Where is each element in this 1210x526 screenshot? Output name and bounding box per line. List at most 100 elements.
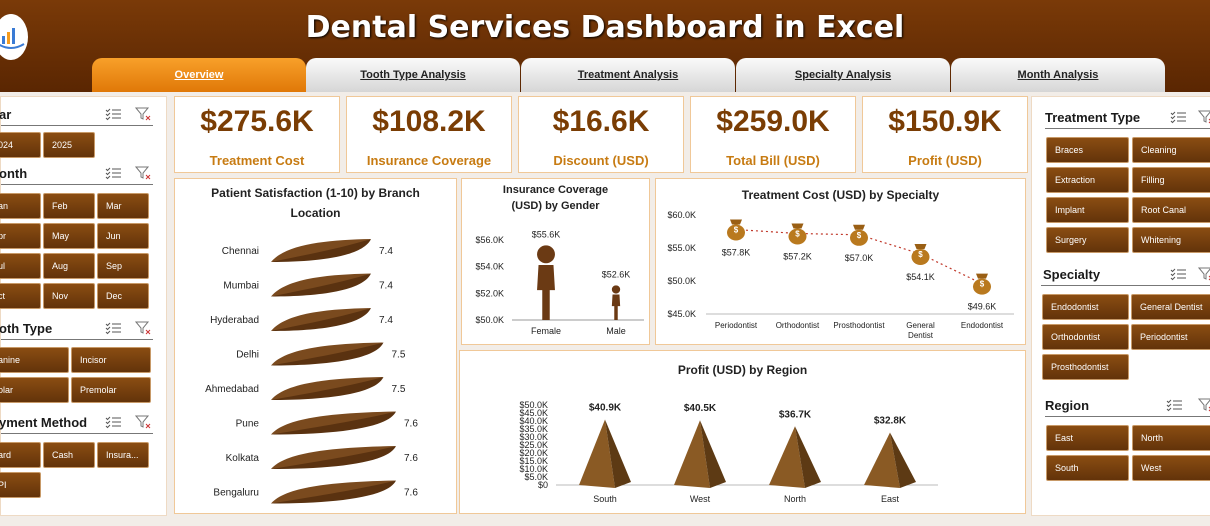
data-label: 7.6 bbox=[404, 488, 418, 499]
y-tick-label: $50.0K bbox=[667, 276, 696, 286]
satisfaction-bar bbox=[271, 480, 396, 504]
tab-month-analysis[interactable]: Month Analysis bbox=[951, 58, 1165, 92]
month-slicer-title: onth bbox=[0, 166, 28, 181]
profit-pyramid bbox=[864, 432, 916, 488]
data-label: $36.7K bbox=[779, 409, 812, 420]
payment-method-slicer-item[interactable]: Cash bbox=[43, 442, 95, 468]
tab-overview[interactable]: Overview bbox=[92, 58, 306, 92]
region-slicer-item[interactable]: South bbox=[1046, 455, 1129, 481]
year-slicer-item[interactable]: 024 bbox=[0, 132, 41, 158]
y-tick-label: $45.0K bbox=[519, 408, 548, 418]
treatment-type-clear-filter-icon[interactable] bbox=[1197, 110, 1210, 124]
data-label: $49.6K bbox=[968, 302, 997, 312]
data-label: 7.5 bbox=[392, 384, 406, 395]
data-label: $52.6K bbox=[602, 269, 631, 279]
kpi-value: $16.6K bbox=[552, 105, 650, 138]
specialty-slicer-item[interactable]: Endodontist bbox=[1042, 294, 1129, 320]
region-multiselect-icon[interactable] bbox=[1166, 398, 1182, 412]
month-slicer-item[interactable]: Feb bbox=[43, 193, 95, 219]
month-slicer-item[interactable]: Sep bbox=[97, 253, 149, 279]
treatment-type-slicer-item[interactable]: Surgery bbox=[1046, 227, 1129, 253]
tab-tooth-type-analysis[interactable]: Tooth Type Analysis bbox=[306, 58, 520, 92]
treatment-type-slicer-item[interactable]: Cleaning bbox=[1132, 137, 1210, 163]
specialty-slicer-item[interactable]: General Dentist bbox=[1131, 294, 1210, 320]
satisfaction-bar-shade bbox=[271, 308, 371, 331]
category-label: Bengaluru bbox=[213, 488, 259, 499]
satisfaction-bar bbox=[271, 342, 384, 366]
tooth-type-slicer-divider bbox=[1, 339, 153, 340]
month-multiselect-icon[interactable] bbox=[105, 166, 121, 180]
payment-method-slicer-divider bbox=[1, 433, 153, 434]
specialty-slicer-item[interactable]: Orthodontist bbox=[1042, 324, 1129, 350]
satisfaction-chart: Patient Satisfaction (1-10) by Branch Lo… bbox=[174, 178, 457, 514]
kpi-card-insurance-coverage: $108.2K Insurance Coverage bbox=[346, 96, 512, 173]
satisfaction-bar bbox=[271, 377, 384, 400]
satisfaction-bar-shade bbox=[271, 342, 384, 366]
tooth-type-slicer-title: oth Type bbox=[0, 321, 53, 336]
treatment-type-slicer-item[interactable]: Root Canal bbox=[1132, 197, 1210, 223]
kpi-value: $150.9K bbox=[888, 105, 1002, 138]
data-label: 7.4 bbox=[379, 281, 393, 292]
kpi-card-treatment-cost: $275.6K Treatment Cost bbox=[174, 96, 340, 173]
tooth-type-slicer-item[interactable]: anine bbox=[0, 347, 69, 373]
tooth-type-multiselect-icon[interactable] bbox=[105, 321, 121, 335]
treatment-type-slicer-item[interactable]: Implant bbox=[1046, 197, 1129, 223]
payment-method-clear-filter-icon[interactable] bbox=[134, 415, 151, 429]
month-slicer-item[interactable]: ct bbox=[0, 283, 41, 309]
money-bag-marker: $ bbox=[788, 223, 807, 245]
region-slicer-item[interactable]: West bbox=[1132, 455, 1210, 481]
payment-method-slicer-item[interactable]: Insura... bbox=[97, 442, 149, 468]
data-label: 7.6 bbox=[404, 419, 418, 430]
month-clear-filter-icon[interactable] bbox=[134, 166, 151, 180]
month-slicer-item[interactable]: Jun bbox=[97, 223, 149, 249]
region-clear-filter-icon[interactable] bbox=[1197, 398, 1210, 412]
y-tick-label: $45.0K bbox=[667, 309, 696, 319]
specialty-slicer-item[interactable]: Prosthodontist bbox=[1042, 354, 1129, 380]
specialty-multiselect-icon[interactable] bbox=[1170, 267, 1186, 281]
treatment-type-slicer-item[interactable]: Extraction bbox=[1046, 167, 1129, 193]
tooth-type-slicer-item[interactable]: olar bbox=[0, 377, 69, 403]
satisfaction-bar bbox=[271, 273, 371, 297]
region-slicer-item[interactable]: North bbox=[1132, 425, 1210, 451]
specialty-slicer-item[interactable]: Periodontist bbox=[1131, 324, 1210, 350]
year-clear-filter-icon[interactable] bbox=[134, 107, 151, 121]
payment-method-slicer-item[interactable]: PI bbox=[0, 472, 41, 498]
satisfaction-bar bbox=[271, 239, 371, 262]
month-slicer-item[interactable]: an bbox=[0, 193, 41, 219]
year-multiselect-icon[interactable] bbox=[105, 107, 121, 121]
y-tick-label: $10.0K bbox=[519, 464, 548, 474]
tooth-type-slicer-item[interactable]: Incisor bbox=[71, 347, 151, 373]
payment-method-slicer-item[interactable]: ard bbox=[0, 442, 41, 468]
money-bag-marker: $ bbox=[727, 219, 745, 241]
y-tick-label: $40.0K bbox=[519, 416, 548, 426]
treatment-type-slicer-item[interactable]: Braces bbox=[1046, 137, 1129, 163]
month-slicer-item[interactable]: Aug bbox=[43, 253, 95, 279]
svg-text:$: $ bbox=[918, 250, 923, 259]
month-slicer-item[interactable]: pr bbox=[0, 223, 41, 249]
satisfaction-chart-title: Patient Satisfaction (1-10) by Branch Lo… bbox=[211, 186, 420, 220]
category-label: Mumbai bbox=[223, 281, 259, 292]
year-slicer-item[interactable]: 2025 bbox=[43, 132, 95, 158]
treatment-type-slicer-item[interactable]: Filling bbox=[1132, 167, 1210, 193]
treatment-type-slicer-item[interactable]: Whitening bbox=[1132, 227, 1210, 253]
category-label: Prosthodontist bbox=[833, 321, 885, 330]
month-slicer-item[interactable]: Nov bbox=[43, 283, 95, 309]
month-slicer-item[interactable]: Mar bbox=[97, 193, 149, 219]
tooth-type-clear-filter-icon[interactable] bbox=[134, 321, 151, 335]
tab-specialty-analysis[interactable]: Specialty Analysis bbox=[736, 58, 950, 92]
month-slicer-item[interactable]: Dec bbox=[97, 283, 149, 309]
tab-treatment-analysis[interactable]: Treatment Analysis bbox=[521, 58, 735, 92]
month-slicer-item[interactable]: ul bbox=[0, 253, 41, 279]
svg-text:$: $ bbox=[795, 229, 800, 238]
specialty-cost-chart: Treatment Cost (USD) by Specialty $60.0K… bbox=[655, 178, 1026, 345]
category-label: Periodontist bbox=[715, 321, 758, 330]
category-label: West bbox=[690, 494, 711, 504]
specialty-clear-filter-icon[interactable] bbox=[1197, 267, 1210, 281]
month-slicer-item[interactable]: May bbox=[43, 223, 95, 249]
treatment-type-multiselect-icon[interactable] bbox=[1170, 110, 1186, 124]
payment-method-multiselect-icon[interactable] bbox=[105, 415, 121, 429]
month-slicer-divider bbox=[1, 184, 153, 185]
satisfaction-bar-shade bbox=[271, 480, 396, 504]
tooth-type-slicer-item[interactable]: Premolar bbox=[71, 377, 151, 403]
region-slicer-item[interactable]: East bbox=[1046, 425, 1129, 451]
